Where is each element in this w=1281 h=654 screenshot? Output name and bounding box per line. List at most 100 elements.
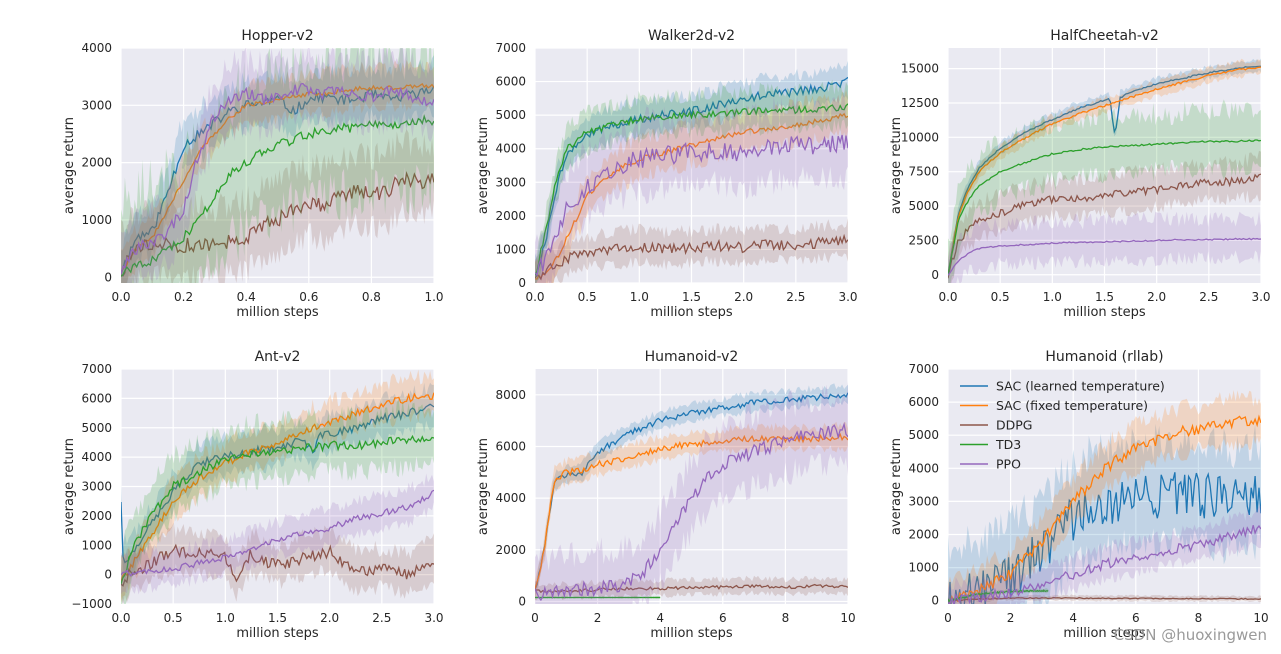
x-axis-label: million steps bbox=[650, 626, 733, 641]
plot-area bbox=[948, 58, 1261, 283]
x-tick-label: 1.5 bbox=[682, 290, 701, 304]
band-ppo bbox=[535, 380, 848, 604]
chart-title: Humanoid-v2 bbox=[645, 349, 739, 365]
x-tick-label: 6 bbox=[1132, 611, 1140, 625]
band-td3 bbox=[121, 48, 434, 283]
x-tick-label: 0.4 bbox=[237, 290, 256, 304]
x-tick-label: 3.0 bbox=[838, 290, 857, 304]
band-sac_fixed bbox=[535, 89, 848, 283]
y-tick-label: 0 bbox=[518, 594, 526, 608]
x-tick-label: 0.0 bbox=[111, 290, 130, 304]
chart-title: Ant-v2 bbox=[255, 349, 301, 365]
x-tick-label: 0 bbox=[944, 611, 952, 625]
y-tick-label: 8000 bbox=[495, 388, 526, 402]
band-sac_learned bbox=[948, 423, 1261, 604]
x-tick-label: 1.5 bbox=[1095, 290, 1114, 304]
y-axis-label: average return bbox=[476, 117, 491, 214]
chart-panel-4: Ant-v2 0.0 0.5 1.0 1.5 2.0 2.5 3.0 −1000 0 1000 200… bbox=[62, 349, 444, 641]
band-sac_learned bbox=[948, 58, 1261, 282]
x-tick-label: 8 bbox=[782, 611, 790, 625]
watermark: CSDN @huoxingwen bbox=[1113, 626, 1267, 644]
series-line-td3 bbox=[121, 434, 434, 585]
plot-background bbox=[535, 369, 848, 604]
x-tick-label: 1.0 bbox=[1043, 290, 1062, 304]
y-tick-label: 0 bbox=[518, 276, 526, 290]
series-line-ppo bbox=[121, 489, 434, 577]
x-tick-label: 2.5 bbox=[786, 290, 805, 304]
x-tick-label: 2.0 bbox=[734, 290, 753, 304]
legend-label-sac_fixed: SAC (fixed temperature) bbox=[996, 398, 1148, 413]
y-axis-label: average return bbox=[476, 438, 491, 535]
x-tick-label: 2 bbox=[1007, 611, 1015, 625]
x-tick-label: 1.0 bbox=[424, 290, 443, 304]
x-axis-label: million steps bbox=[236, 305, 319, 320]
y-tick-label: 4000 bbox=[908, 461, 939, 475]
x-axis-label: million steps bbox=[1063, 626, 1146, 641]
plot-area bbox=[948, 390, 1261, 604]
series-line-td3 bbox=[121, 114, 434, 277]
x-tick-label: 3.0 bbox=[1251, 290, 1270, 304]
x-tick-label: 0.5 bbox=[164, 611, 183, 625]
x-tick-label: 2 bbox=[594, 611, 602, 625]
series-line-sac_fixed bbox=[948, 414, 1261, 604]
x-tick-label: 0.5 bbox=[991, 290, 1010, 304]
band-ddpg bbox=[121, 522, 434, 604]
series-line-sac_learned bbox=[535, 76, 848, 276]
chart-panel-1: Hopper-v2 0.0 0.2 0.4 0.6 0.8 1.0 0 1000 2000 3000… bbox=[62, 28, 444, 320]
series-line-sac_learned bbox=[121, 403, 434, 564]
band-sac_fixed bbox=[948, 58, 1261, 280]
legend-label-td3: TD3 bbox=[995, 437, 1021, 452]
series-line-ddpg bbox=[948, 173, 1261, 279]
x-axis-label: million steps bbox=[650, 305, 733, 320]
y-tick-label: 7000 bbox=[495, 41, 526, 55]
y-tick-label: 4000 bbox=[495, 142, 526, 156]
x-axis-label: million steps bbox=[1063, 305, 1146, 320]
chart-panel-2: Walker2d-v2 0.0 0.5 1.0 1.5 2.0 2.5 3.0 0 1000 200… bbox=[476, 28, 858, 320]
y-tick-label: 4000 bbox=[495, 491, 526, 505]
band-td3 bbox=[535, 79, 848, 283]
y-tick-label: 1000 bbox=[495, 242, 526, 256]
y-tick-label: 10000 bbox=[901, 130, 939, 144]
x-tick-label: 0.6 bbox=[299, 290, 318, 304]
plot-area bbox=[121, 369, 434, 604]
band-td3 bbox=[121, 399, 434, 604]
x-tick-label: 10 bbox=[1253, 611, 1268, 625]
x-tick-label: 8 bbox=[1195, 611, 1203, 625]
y-tick-label: 6000 bbox=[495, 75, 526, 89]
band-ddpg bbox=[535, 218, 848, 283]
series-line-ddpg bbox=[948, 596, 1261, 602]
series-line-ddpg bbox=[535, 233, 848, 281]
y-tick-label: 5000 bbox=[908, 428, 939, 442]
y-tick-label: 2000 bbox=[81, 156, 112, 170]
x-tick-label: 0.0 bbox=[938, 290, 957, 304]
plot-background bbox=[948, 369, 1261, 604]
chart-title: Walker2d-v2 bbox=[648, 28, 735, 44]
chart-panel-5: Humanoid-v2 0 2 4 6 8 10 0 2000 4000 6000 8000 milli… bbox=[476, 349, 856, 641]
series-line-sac_fixed bbox=[121, 82, 434, 273]
y-tick-label: −1000 bbox=[71, 597, 112, 611]
y-axis-label: average return bbox=[889, 438, 904, 535]
x-tick-label: 0 bbox=[531, 611, 539, 625]
y-tick-label: 6000 bbox=[495, 439, 526, 453]
plot-area bbox=[121, 48, 434, 283]
legend-label-sac_learned: SAC (learned temperature) bbox=[996, 379, 1165, 394]
y-axis-label: average return bbox=[62, 117, 77, 214]
x-tick-label: 1.0 bbox=[630, 290, 649, 304]
x-tick-label: 2.5 bbox=[1199, 290, 1218, 304]
y-tick-label: 2000 bbox=[908, 527, 939, 541]
band-sac_fixed bbox=[121, 369, 434, 603]
band-ddpg bbox=[121, 129, 434, 283]
x-tick-label: 0.0 bbox=[111, 611, 130, 625]
y-tick-label: 4000 bbox=[81, 450, 112, 464]
y-tick-label: 2500 bbox=[908, 233, 939, 247]
band-sac_learned bbox=[535, 383, 848, 597]
x-tick-label: 0.5 bbox=[578, 290, 597, 304]
y-tick-label: 3000 bbox=[908, 494, 939, 508]
y-tick-label: 1000 bbox=[81, 213, 112, 227]
plot-area bbox=[535, 380, 848, 604]
y-tick-label: 2000 bbox=[495, 543, 526, 557]
band-sac_learned bbox=[121, 382, 434, 584]
band-sac_learned bbox=[535, 60, 848, 283]
y-tick-label: 0 bbox=[931, 594, 939, 608]
series-line-sac_learned bbox=[948, 65, 1261, 276]
